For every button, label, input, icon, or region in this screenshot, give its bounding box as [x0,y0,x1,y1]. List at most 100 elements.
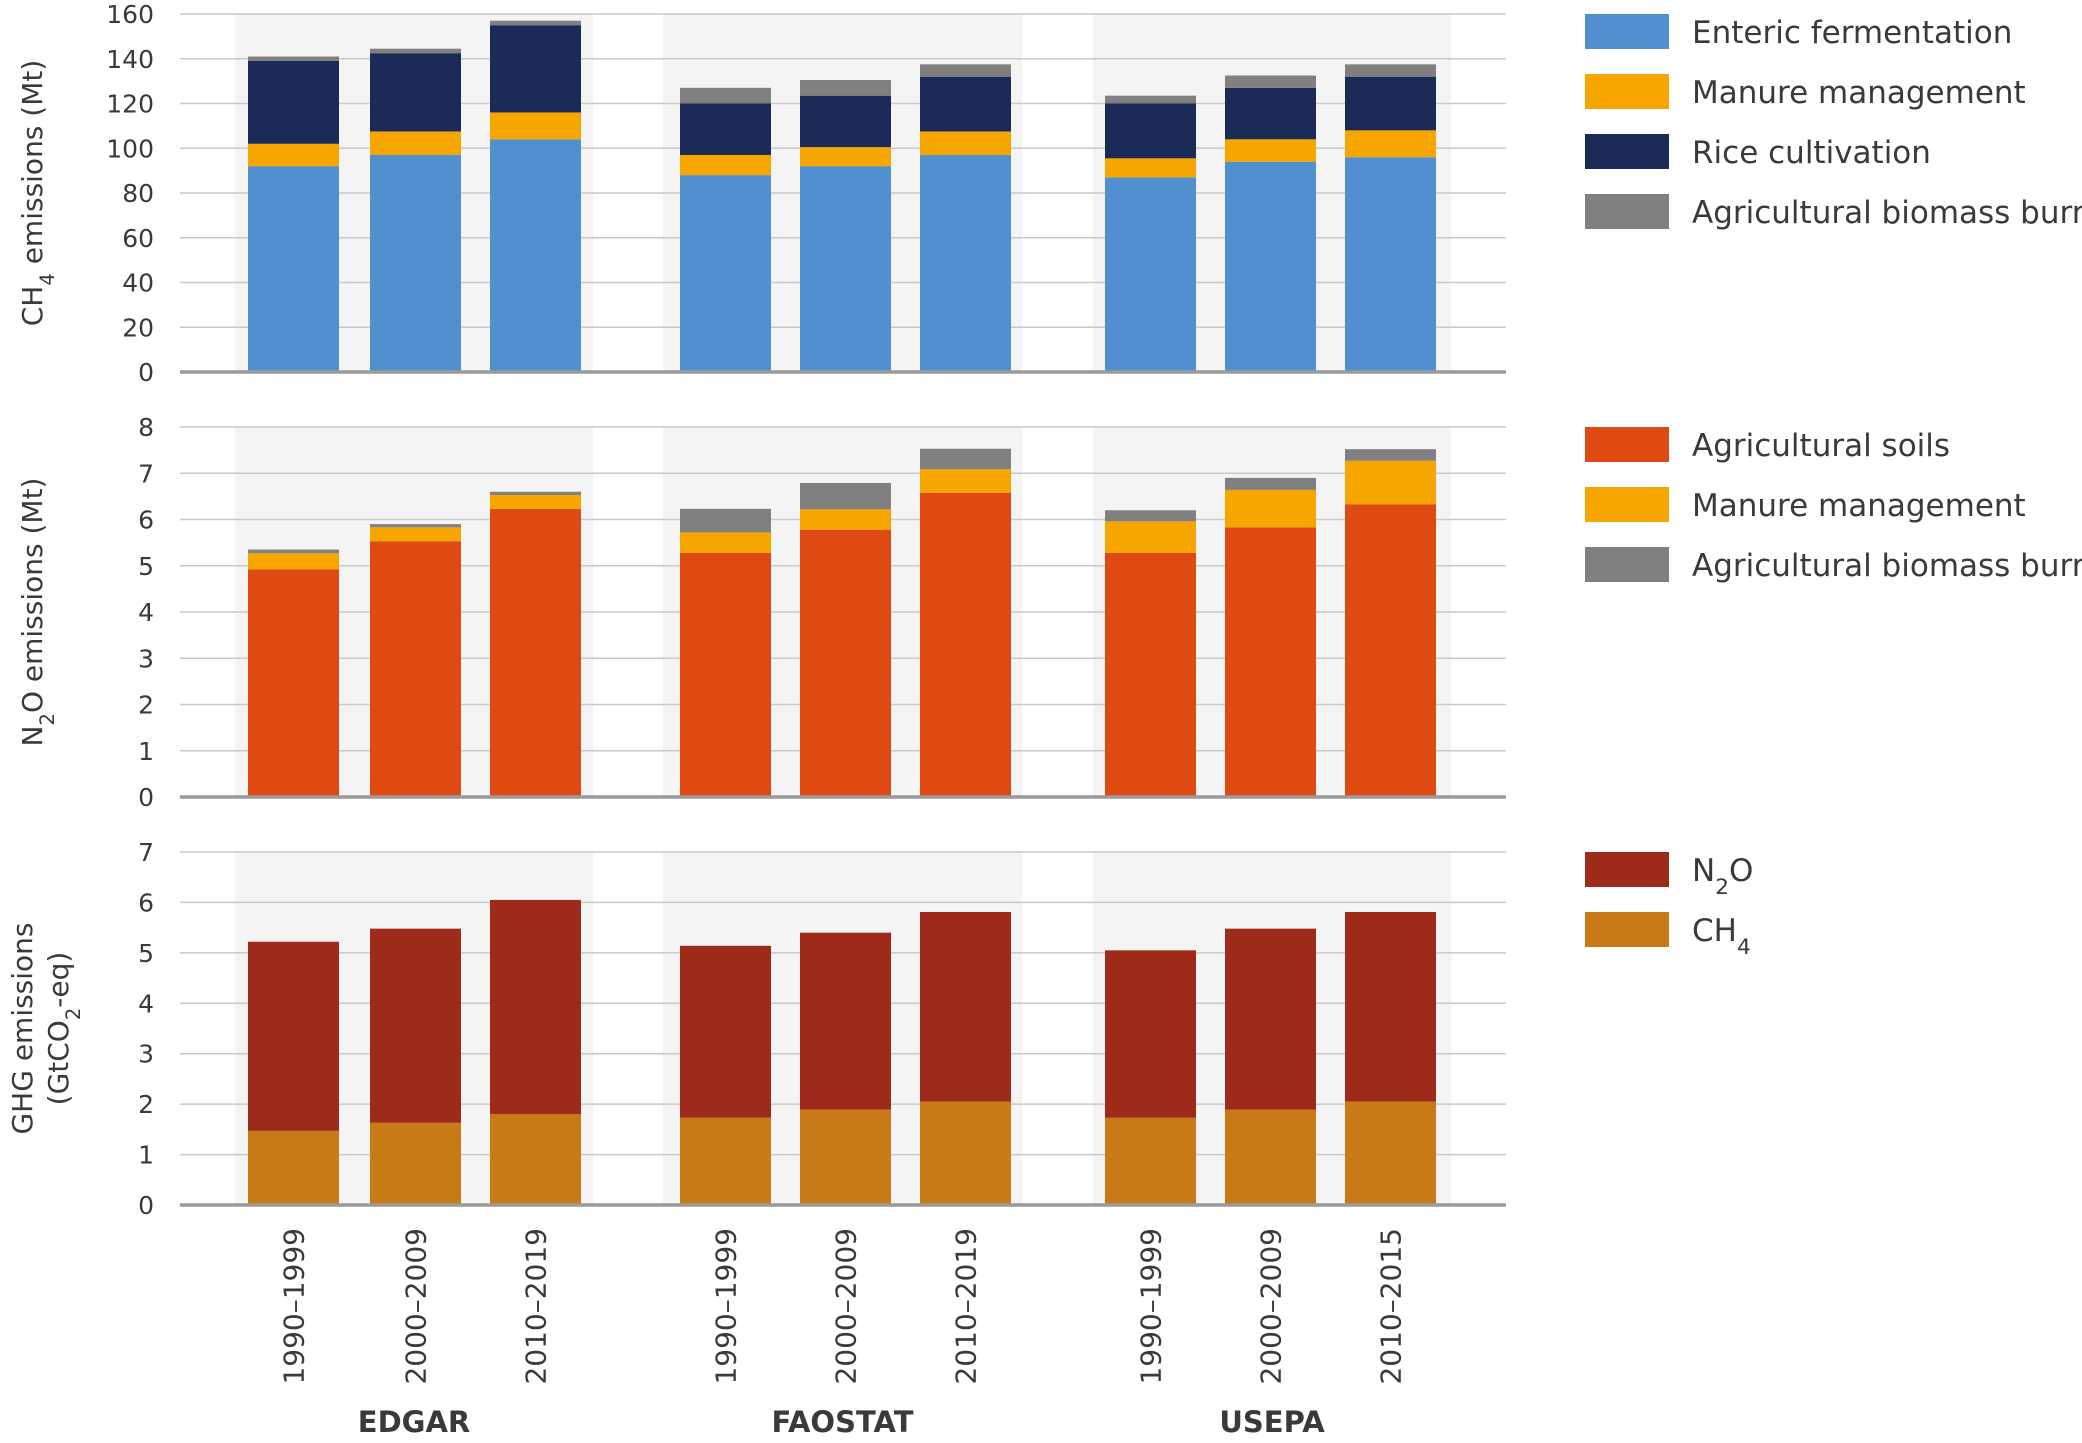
y-tick-label: 40 [122,269,154,298]
bar-segment [1345,64,1436,77]
bar-segment [680,532,771,553]
y-tick-label: 160 [106,0,154,29]
bar-segment [800,147,891,167]
y-tick-label: 60 [122,224,154,253]
y-axis-label-line2: (GtCO2-eq) [42,952,85,1106]
bar-segment [920,469,1011,493]
bar-segment [248,941,339,1131]
x-tick-label: 2010–2019 [950,1228,983,1385]
bar-segment [920,492,1011,797]
y-tick-label: 4 [138,598,154,627]
x-tick-label: 1990–1999 [278,1228,311,1385]
y-tick-label: 3 [138,1040,154,1069]
legend-label: Rice cultivation [1692,135,1931,171]
bar-segment [800,932,891,1110]
legend-label: CH4 [1692,913,1751,960]
bar-segment [1225,75,1316,88]
x-tick-label: 2010–2019 [520,1228,553,1385]
x-tick-label: 2010–2015 [1375,1228,1408,1385]
bar-segment [490,25,581,113]
y-tick-label: 1 [138,737,154,766]
legend-swatch [1585,74,1669,109]
legend-swatch [1585,427,1669,462]
group-label: FAOSTAT [772,1405,914,1439]
bar-segment [800,166,891,372]
bar-segment [490,139,581,372]
bar-segment [248,549,339,554]
bar-segment [920,64,1011,77]
y-tick-label: 5 [138,939,154,968]
bar-segment [248,569,339,797]
bar-segment [248,1130,339,1205]
bar-segment [490,491,581,495]
legend-swatch [1585,487,1669,522]
legend-swatch [1585,852,1669,887]
legend-label: Enteric fermentation [1692,15,2012,51]
bar-segment [1345,460,1436,505]
bar-segment [1345,1101,1436,1205]
legend-label: N2O [1692,853,1753,900]
legend-swatch [1585,134,1669,169]
y-tick-label: 1 [138,1141,154,1170]
bar-segment [680,508,771,533]
bar-segment [680,175,771,372]
bar-segment [680,103,771,155]
panel-1: 0 20 40 60 80 100 120 140 160 CH4 emissions (Mt) E… [16,0,2082,387]
y-tick-label: 2 [138,691,154,720]
x-axis-categories: 1990–1999 2000–2009 2010–2019 EDGAR 1990–199… [278,1228,1408,1439]
bar-segment [1105,552,1196,797]
bar-segment [490,1114,581,1205]
y-tick-label: 80 [122,179,154,208]
bar-segment [680,87,771,104]
y-tick-label: 20 [122,313,154,342]
bar-segment [1345,130,1436,158]
bar-segment [680,154,771,176]
y-tick-label: 8 [138,413,154,442]
bar-segment [680,945,771,1118]
legend-swatch [1585,194,1669,229]
bar-segment [920,912,1011,1102]
y-tick-label: 2 [138,1090,154,1119]
panel-2: 0 1 2 3 4 5 6 7 8 N2O emissions (Mt) Agricultural … [16,413,2082,812]
bar-segment [920,154,1011,372]
bar-segment [920,1101,1011,1205]
bar-segment [1225,139,1316,162]
bar-segment [370,524,461,528]
bar-segment [1225,161,1316,372]
bar-segment [920,448,1011,470]
bar-segment [920,76,1011,132]
bar-segment [800,80,891,96]
bar-segment [370,53,461,132]
group-label: USEPA [1219,1405,1325,1439]
legend-label: Agricultural biomass burning [1692,195,2082,231]
y-tick-label: 0 [138,1191,154,1220]
bar-segment [1345,449,1436,461]
x-tick-label: 1990–1999 [710,1228,743,1385]
bar-segment [490,112,581,140]
bar-segment [370,527,461,542]
legend-swatch [1585,912,1669,947]
y-axis-label: CH4 emissions (Mt) [16,60,59,327]
group-label: EDGAR [358,1405,470,1439]
bar-segment [248,60,339,144]
bar-segment [1105,521,1196,553]
bar-segment [1225,477,1316,490]
y-tick-label: 0 [138,783,154,812]
bar-segment [680,552,771,797]
bar-segment [800,1109,891,1205]
legend-label: Agricultural biomass burning [1692,548,2082,584]
bar-segment [370,928,461,1123]
bar-segment [370,1122,461,1205]
bar-segment [1105,177,1196,372]
bar-segment [920,131,1011,155]
legend-label: Agricultural soils [1692,428,1950,464]
bar-segment [1225,1109,1316,1205]
bar-segment [1225,527,1316,797]
legend-swatch [1585,547,1669,582]
bar-segment [1345,157,1436,372]
y-tick-label: 100 [106,134,154,163]
bar-segment [680,1117,771,1205]
legend-label: Manure management [1692,488,2026,524]
y-axis-label: N2O emissions (Mt) [16,478,59,747]
